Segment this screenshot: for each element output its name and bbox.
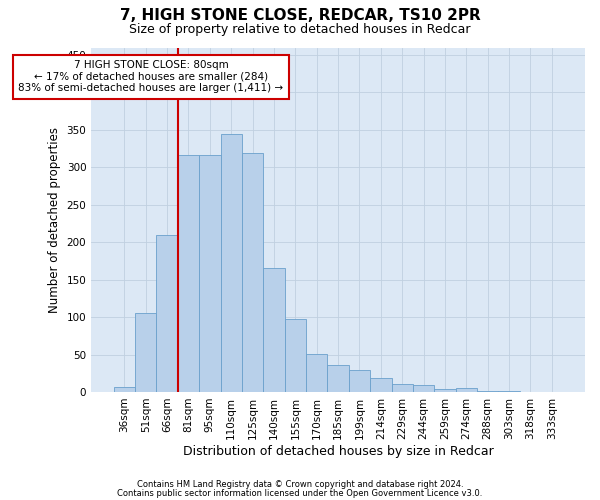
Text: 7 HIGH STONE CLOSE: 80sqm
← 17% of detached houses are smaller (284)
83% of semi: 7 HIGH STONE CLOSE: 80sqm ← 17% of detac… — [19, 60, 284, 94]
Bar — [178, 154, 199, 392]
Bar — [242, 153, 263, 392]
Bar — [157, 234, 178, 392]
Text: Contains public sector information licensed under the Open Government Licence v3: Contains public sector information licen… — [118, 489, 482, 498]
Bar — [413, 385, 434, 392]
Bar — [199, 156, 221, 392]
Bar — [455, 388, 477, 392]
Bar — [349, 370, 370, 392]
X-axis label: Distribution of detached houses by size in Redcar: Distribution of detached houses by size … — [183, 444, 493, 458]
Bar — [284, 320, 306, 392]
Bar — [221, 134, 242, 392]
Text: Contains HM Land Registry data © Crown copyright and database right 2024.: Contains HM Land Registry data © Crown c… — [137, 480, 463, 489]
Bar — [499, 391, 520, 392]
Bar — [477, 391, 499, 392]
Bar — [135, 314, 157, 392]
Y-axis label: Number of detached properties: Number of detached properties — [48, 126, 61, 312]
Bar — [434, 389, 455, 392]
Bar — [263, 268, 284, 392]
Text: Size of property relative to detached houses in Redcar: Size of property relative to detached ho… — [129, 22, 471, 36]
Text: 7, HIGH STONE CLOSE, REDCAR, TS10 2PR: 7, HIGH STONE CLOSE, REDCAR, TS10 2PR — [119, 8, 481, 22]
Bar — [306, 354, 328, 392]
Bar — [328, 365, 349, 392]
Bar — [113, 388, 135, 392]
Bar — [370, 378, 392, 392]
Bar — [392, 384, 413, 392]
